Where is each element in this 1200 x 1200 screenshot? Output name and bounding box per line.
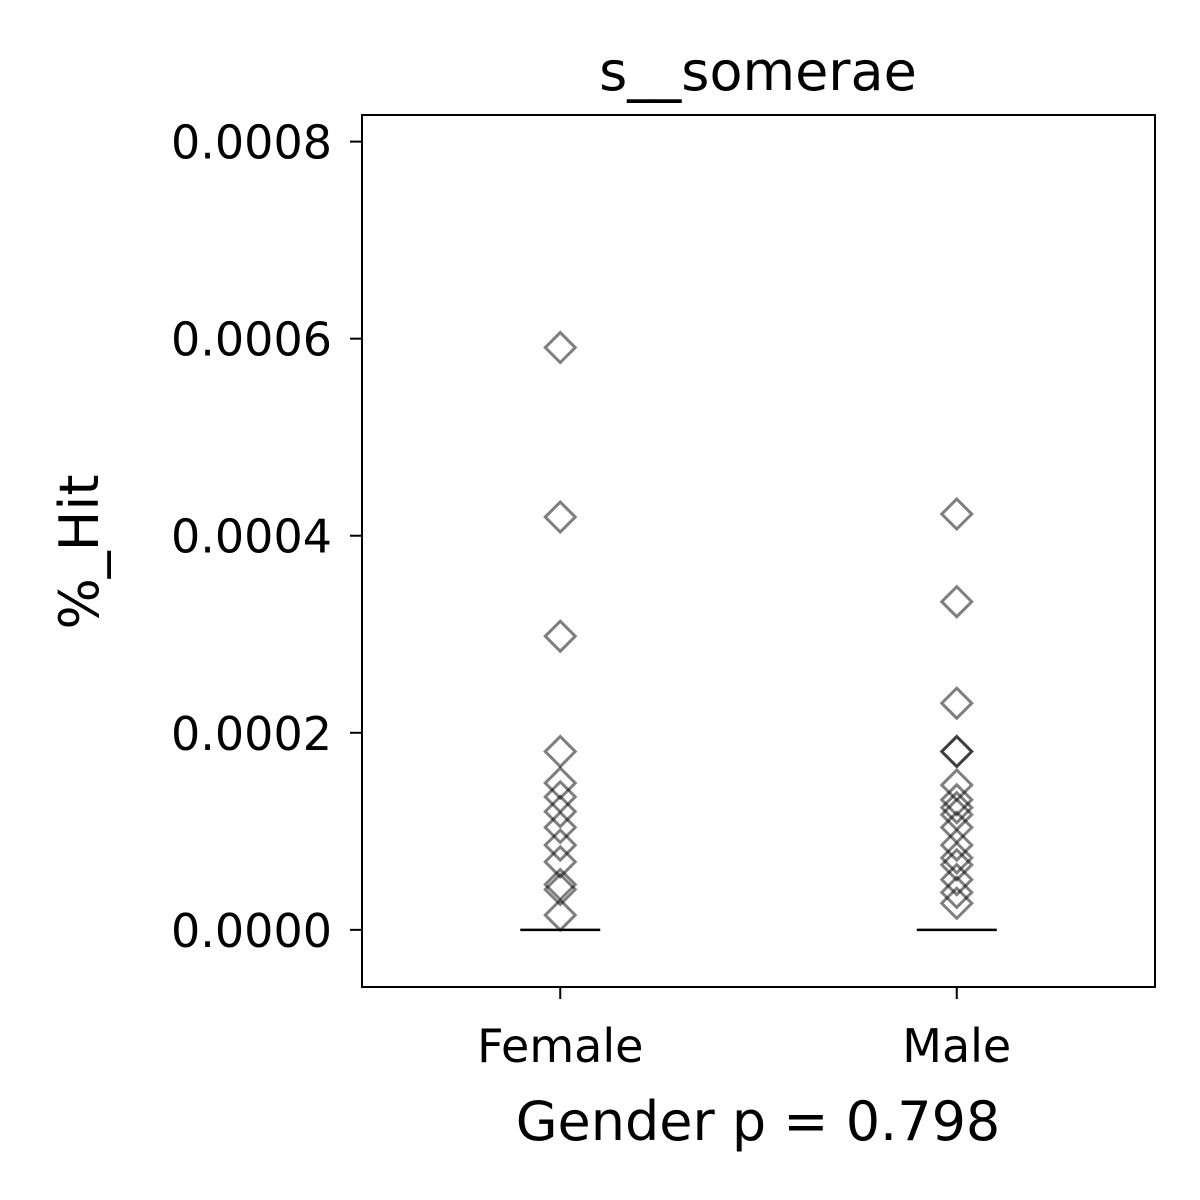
data-point bbox=[543, 794, 578, 829]
data-point bbox=[939, 584, 974, 619]
data-point bbox=[939, 862, 974, 897]
data-point bbox=[543, 810, 578, 845]
y-tick-label: 0.0000 bbox=[171, 904, 332, 958]
y-axis-label: %_Hit bbox=[48, 474, 111, 629]
data-point bbox=[939, 790, 974, 825]
data-point bbox=[543, 872, 578, 907]
data-point bbox=[543, 499, 578, 535]
x-tick-label: Female bbox=[477, 1019, 643, 1073]
y-tick-label: 0.0004 bbox=[171, 510, 332, 564]
y-tick-label: 0.0006 bbox=[171, 313, 332, 367]
x-axis-label: Gender p = 0.798 bbox=[516, 1090, 1001, 1153]
data-point bbox=[543, 844, 578, 879]
data-point bbox=[939, 734, 974, 769]
data-point bbox=[939, 827, 974, 863]
data-point bbox=[939, 686, 974, 721]
chart-title: s__somerae bbox=[599, 40, 917, 103]
data-point bbox=[543, 827, 578, 863]
data-point bbox=[939, 886, 974, 921]
data-point bbox=[939, 782, 974, 817]
data-point bbox=[543, 619, 578, 654]
y-tick-label: 0.0002 bbox=[171, 707, 332, 761]
y-tick-label: 0.0008 bbox=[171, 116, 332, 170]
data-point bbox=[543, 330, 578, 365]
data-point bbox=[939, 875, 974, 910]
plot-frame bbox=[361, 114, 1156, 988]
data-point bbox=[939, 496, 974, 532]
data-point bbox=[939, 840, 974, 876]
x-tick-label: Male bbox=[902, 1019, 1011, 1073]
data-point bbox=[939, 847, 974, 882]
